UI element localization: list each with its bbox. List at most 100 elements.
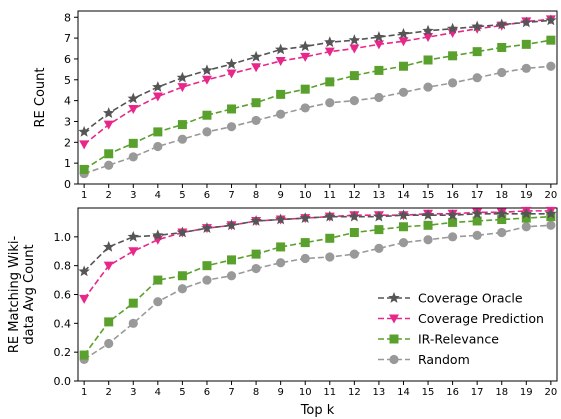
x-tick-label: 12 — [348, 387, 361, 398]
data-point — [423, 82, 433, 92]
x-tick-label: 20 — [544, 190, 557, 201]
data-point — [250, 50, 262, 62]
data-point — [374, 92, 384, 103]
data-point — [398, 222, 408, 232]
data-point — [202, 261, 212, 271]
y-axis-label: RE Count — [33, 68, 48, 128]
x-tick-label: 8 — [253, 190, 259, 201]
series-line — [83, 18, 551, 146]
data-point — [324, 47, 335, 57]
data-point — [226, 271, 237, 281]
x-tick-label: 11 — [323, 190, 336, 201]
series-random — [79, 61, 556, 179]
data-point — [546, 220, 556, 230]
data-point — [373, 210, 385, 222]
x-tick-label: 16 — [446, 387, 459, 398]
data-point — [446, 22, 459, 34]
data-point — [127, 230, 139, 242]
data-point — [521, 39, 531, 49]
data-point — [325, 233, 335, 243]
data-point — [251, 115, 261, 126]
y-tick-label: 7 — [64, 32, 71, 45]
legend-label: Coverage Oracle — [418, 291, 523, 306]
y-tick-label: 3 — [64, 115, 71, 128]
legend-marker — [389, 334, 399, 344]
data-point — [153, 141, 163, 152]
x-tick-label: 11 — [323, 387, 336, 398]
data-point — [202, 110, 212, 120]
x-tick-label: 10 — [299, 387, 312, 398]
data-point — [78, 125, 90, 137]
y-tick-label: 6 — [64, 53, 71, 66]
data-point — [127, 92, 139, 104]
data-point — [202, 275, 212, 285]
data-point — [472, 216, 482, 226]
y-tick-label: 2 — [64, 136, 71, 149]
legend-item: Random — [378, 352, 470, 367]
data-point — [276, 242, 286, 252]
x-tick-label: 17 — [471, 387, 484, 398]
data-point — [251, 263, 261, 274]
data-point — [448, 217, 458, 227]
x-tick-label: 3 — [130, 190, 136, 201]
data-point — [103, 120, 114, 130]
data-point — [201, 222, 213, 234]
y-tick-label: 0 — [64, 178, 71, 191]
data-point — [422, 24, 434, 36]
data-point — [448, 232, 458, 242]
data-point — [274, 43, 287, 55]
data-point — [521, 213, 531, 223]
data-point — [546, 35, 556, 45]
data-point — [251, 98, 261, 108]
data-point — [177, 120, 187, 130]
legend-item: Coverage Prediction — [378, 311, 544, 326]
data-point — [79, 140, 90, 150]
data-point — [300, 52, 311, 62]
series-line — [83, 65, 551, 175]
data-point — [103, 107, 115, 118]
x-tick-label: 4 — [155, 190, 161, 201]
legend-label: IR-Relevance — [418, 332, 499, 347]
y-tick-label: 0.2 — [54, 346, 72, 359]
data-point — [472, 230, 482, 240]
data-point — [227, 104, 237, 114]
series-coverage-oracle — [78, 207, 557, 277]
data-point — [446, 209, 459, 221]
x-tick-label: 6 — [204, 387, 210, 398]
data-point — [299, 212, 311, 223]
data-point — [300, 84, 310, 94]
data-point — [349, 228, 359, 238]
x-tick-label: 12 — [348, 190, 361, 201]
data-point — [448, 78, 458, 88]
x-tick-label: 15 — [422, 387, 435, 398]
x-tick-label: 5 — [179, 190, 185, 201]
data-point — [497, 42, 507, 52]
plot-frame — [77, 10, 558, 185]
data-point — [397, 209, 410, 221]
data-point — [251, 63, 262, 73]
data-point — [374, 225, 384, 235]
data-point — [104, 149, 114, 159]
data-point — [545, 14, 557, 26]
x-tick-label: 2 — [106, 190, 112, 201]
data-point — [276, 258, 286, 268]
x-tick-label: 15 — [422, 190, 435, 201]
x-tick-label: 16 — [446, 190, 459, 201]
data-point — [201, 75, 212, 85]
data-point — [176, 226, 189, 238]
x-tick-label: 2 — [106, 387, 112, 398]
data-point — [398, 87, 409, 97]
data-point — [79, 350, 89, 360]
y-tick-label: 0.8 — [54, 260, 72, 273]
data-point — [177, 83, 188, 93]
x-tick-label: 19 — [520, 190, 533, 201]
data-point — [128, 138, 138, 148]
y-tick-label: 0.4 — [54, 317, 72, 330]
x-tick-label: 18 — [495, 387, 508, 398]
data-point — [423, 235, 433, 245]
series-coverage-prediction — [79, 15, 556, 150]
data-point — [177, 271, 187, 281]
data-point — [153, 297, 163, 307]
data-point — [497, 67, 507, 78]
